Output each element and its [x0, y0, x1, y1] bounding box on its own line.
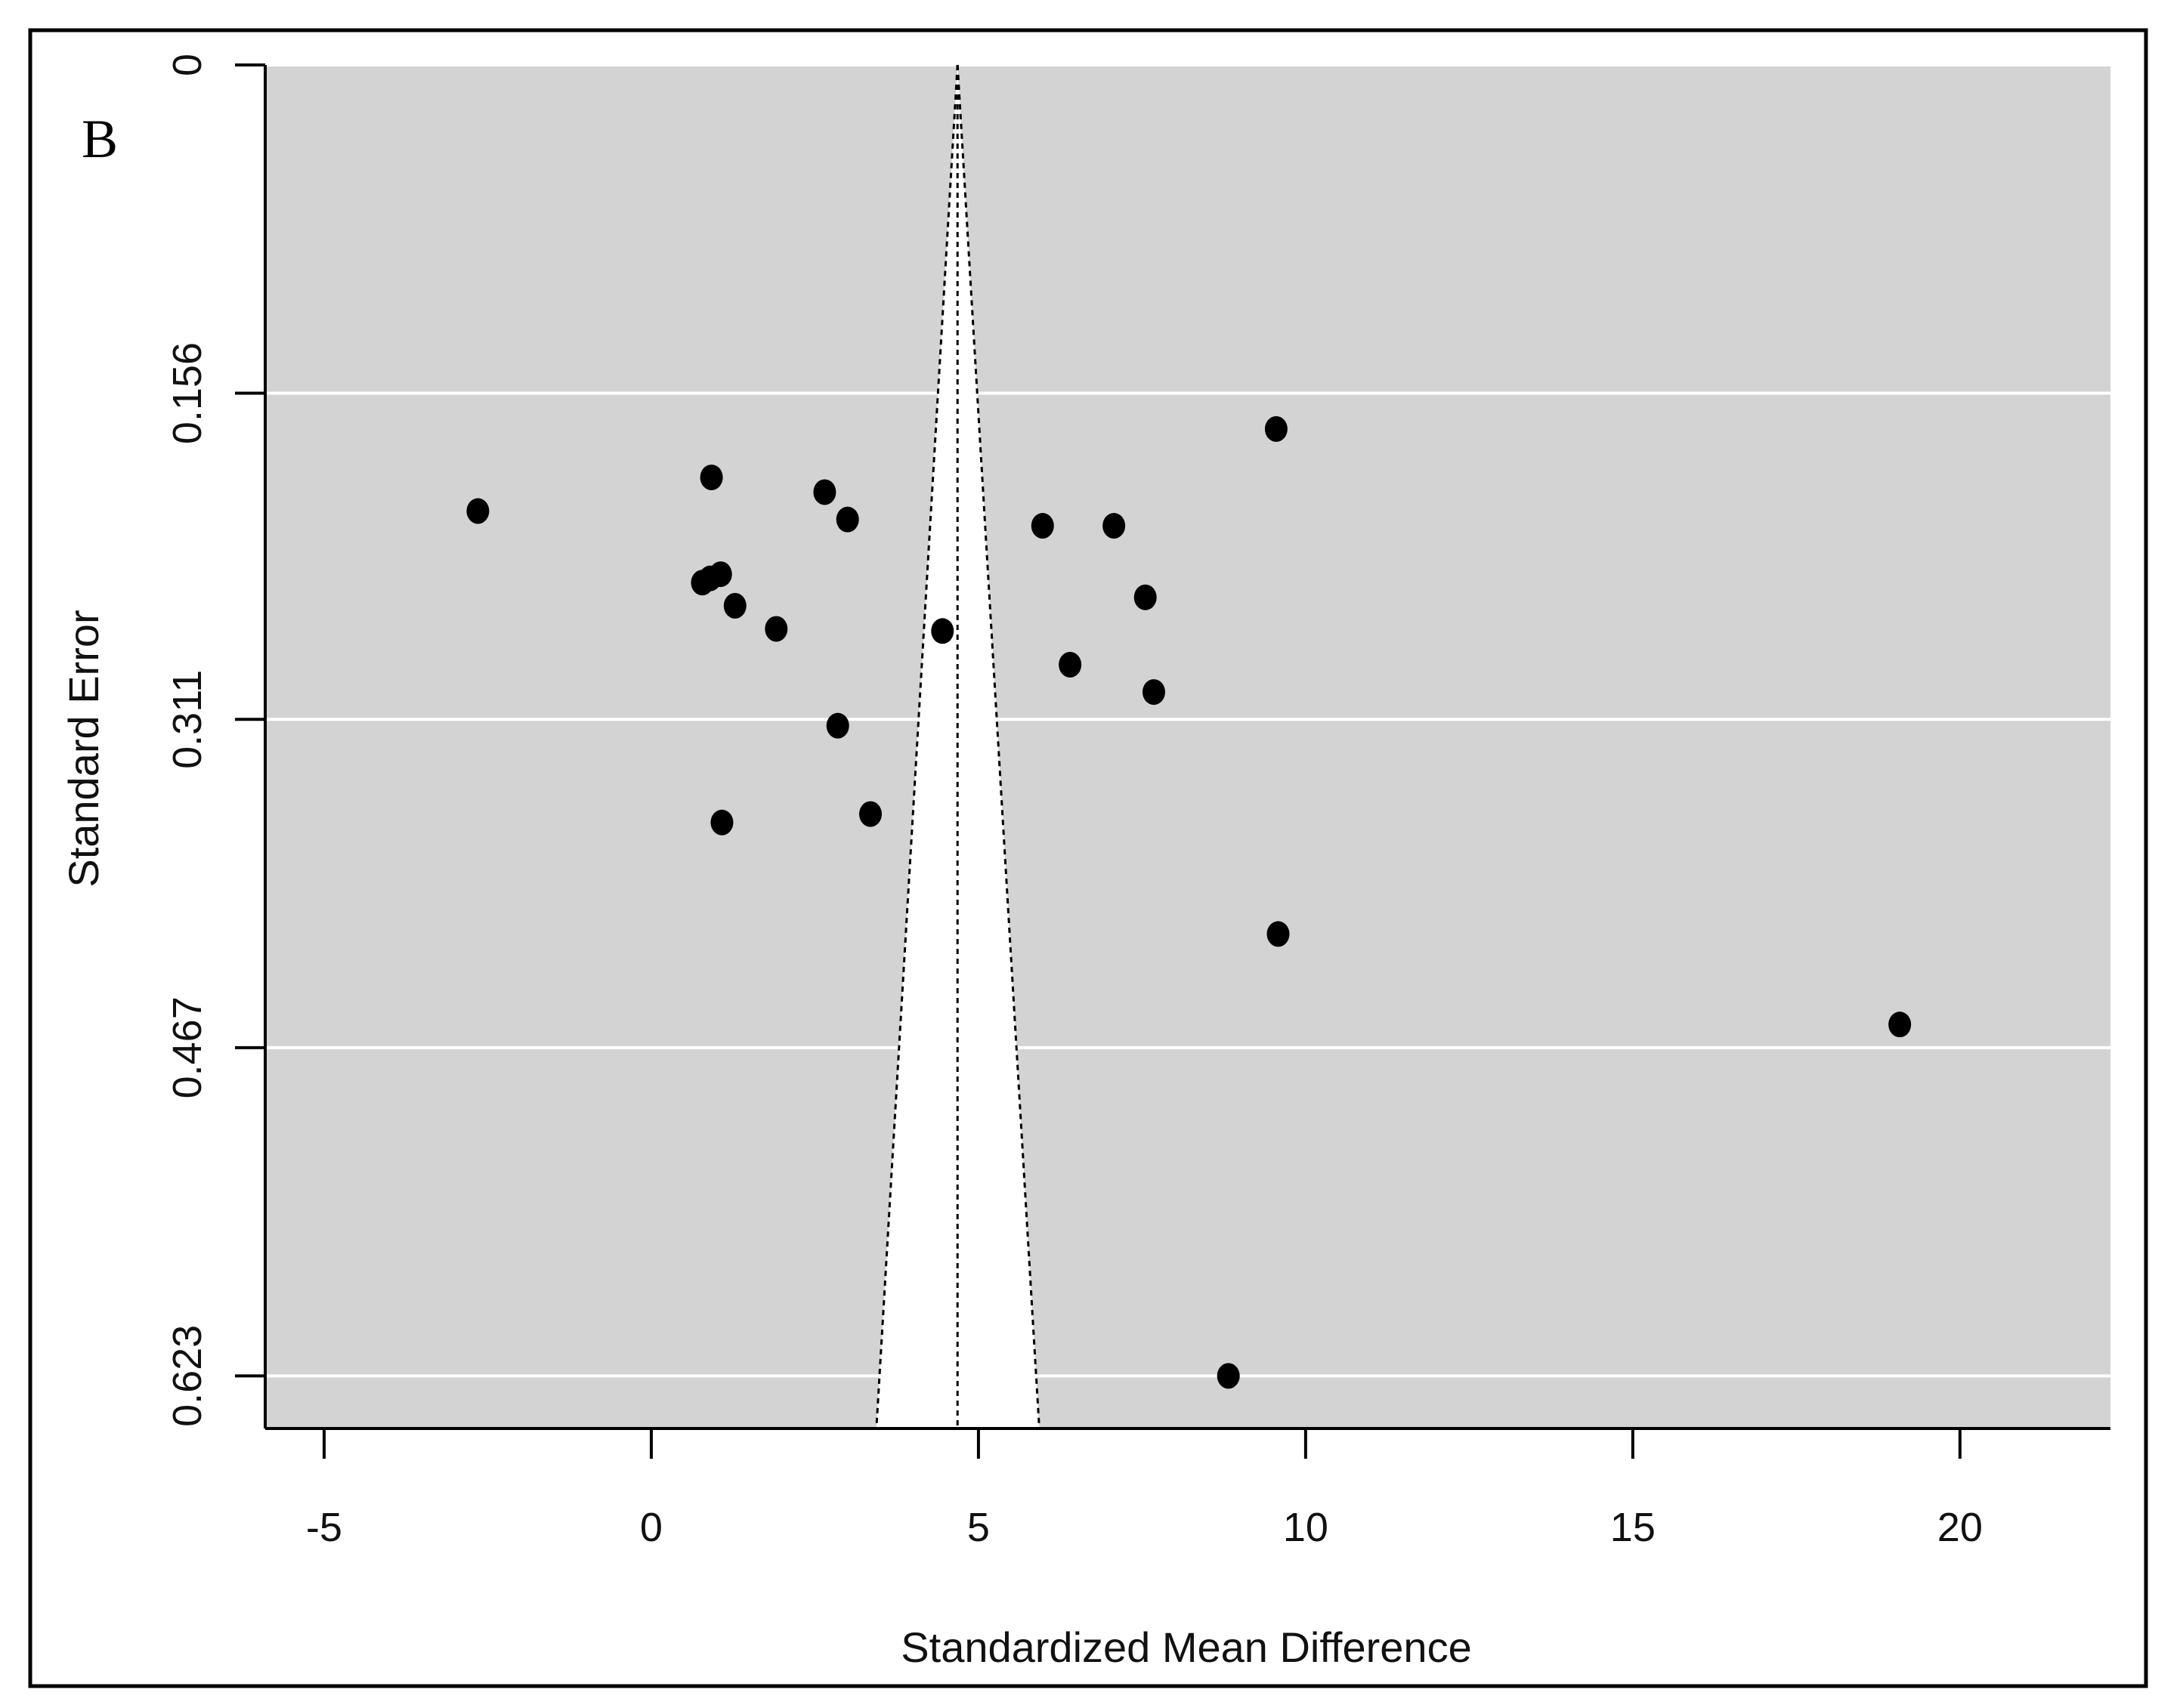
- data-point: [1133, 584, 1157, 610]
- x-axis-title: Standardized Mean Difference: [901, 1623, 1471, 1671]
- funnel-right-boundary: [956, 64, 1040, 1429]
- x-tick-label: 20: [1937, 1505, 1983, 1550]
- data-point: [710, 809, 734, 835]
- y-tick-label: 0.467: [165, 996, 210, 1098]
- data-point: [1142, 679, 1165, 706]
- data-point: [1059, 651, 1082, 678]
- data-point: [1264, 415, 1288, 442]
- x-tick-label: 0: [640, 1505, 663, 1550]
- data-point: [836, 506, 859, 533]
- funnel: [875, 64, 1040, 1429]
- y-tick-label: 0: [165, 54, 210, 76]
- panel-label: B: [82, 109, 118, 169]
- y-axis-tick-labels: 0 0.156 0.311 0.467 0.623: [165, 54, 210, 1427]
- data-point: [723, 592, 747, 619]
- x-tick-label: 5: [967, 1505, 990, 1550]
- axes: [235, 63, 2110, 1459]
- x-tick-label: -5: [306, 1505, 342, 1550]
- plot-area: [265, 65, 2110, 1428]
- y-tick-label: 0.156: [165, 342, 210, 444]
- y-tick-label: 0.623: [165, 1325, 210, 1427]
- data-point: [700, 464, 723, 490]
- data-point: [859, 801, 883, 827]
- data-point: [1217, 1363, 1240, 1389]
- data-point: [813, 479, 836, 505]
- data-point: [765, 616, 788, 642]
- data-point: [1102, 513, 1126, 539]
- data-point: [709, 561, 732, 588]
- funnel-left-boundary: [875, 64, 959, 1429]
- data-point: [931, 618, 954, 644]
- data-point: [1031, 513, 1054, 539]
- y-tick-label: 0.311: [165, 670, 210, 769]
- data-point: [826, 712, 849, 739]
- data-points: [466, 415, 1912, 1389]
- x-axis-tick-labels: -5 0 5 10 15 20: [306, 1505, 1983, 1550]
- data-point: [1888, 1012, 1912, 1038]
- data-point: [1266, 921, 1290, 947]
- x-tick-label: 10: [1283, 1505, 1328, 1550]
- x-tick-label: 15: [1610, 1505, 1656, 1550]
- data-point: [466, 498, 490, 524]
- y-axis-title: Standard Error: [60, 610, 107, 887]
- gridlines: [265, 63, 2110, 1378]
